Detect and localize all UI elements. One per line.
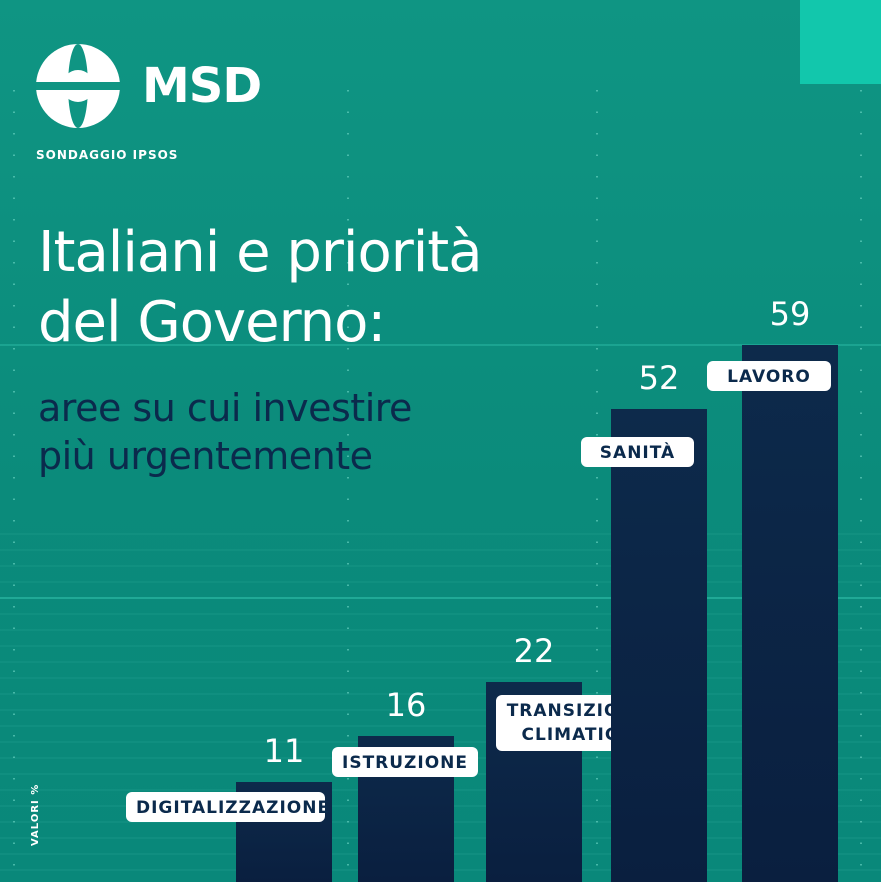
- page-title: Italiani e priorità del Governo:: [38, 218, 483, 358]
- category-label: ISTRUZIONE: [332, 747, 478, 777]
- subtitle-line-2: più urgentemente: [38, 434, 373, 478]
- brand-name: MSD: [142, 58, 262, 114]
- y-axis-label: VALORI %: [30, 783, 41, 846]
- subtitle-line-1: aree su cui investire: [38, 386, 412, 430]
- bar-5: [742, 345, 838, 882]
- bar-value-label: 52: [638, 358, 680, 397]
- bar-value-label: 11: [263, 731, 305, 770]
- bar-4: [611, 408, 707, 882]
- category-label: DIGITALIZZAZIONE: [126, 792, 329, 822]
- category-label: LAVORO: [707, 361, 831, 391]
- category-label: SANITÀ: [581, 437, 694, 467]
- title-line-2: del Governo:: [38, 290, 386, 355]
- survey-source: SONDAGGIO IPSOS: [36, 148, 179, 162]
- bar-value-label: 16: [385, 686, 427, 725]
- bar-value-label: 59: [769, 295, 811, 333]
- title-line-1: Italiani e priorità: [38, 220, 483, 285]
- page-subtitle: aree su cui investire più urgentemente: [38, 384, 412, 480]
- msd-logo: MSD: [36, 44, 262, 128]
- corner-accent: [800, 0, 881, 84]
- bar-value-label: 22: [513, 631, 555, 670]
- msd-logo-mark-icon: [36, 44, 120, 128]
